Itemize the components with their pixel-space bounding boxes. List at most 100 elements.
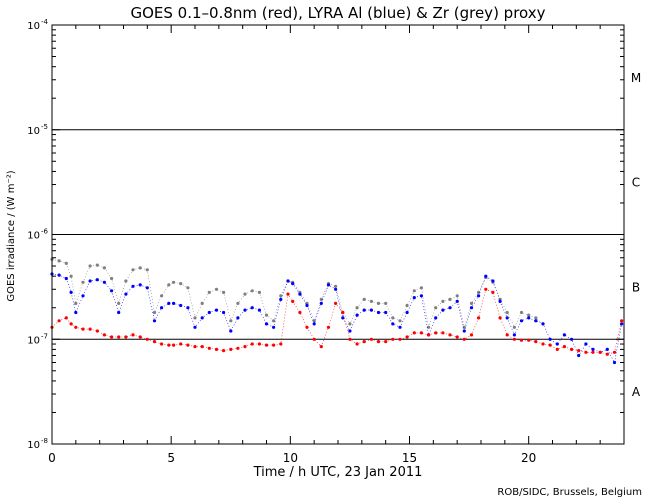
- point: [88, 279, 92, 283]
- flare-class-label: C: [632, 176, 640, 190]
- y-tick-label: 10: [27, 335, 40, 346]
- point: [512, 325, 517, 329]
- point: [95, 329, 99, 333]
- point: [455, 294, 459, 298]
- flare-class-label: B: [632, 280, 640, 294]
- point: [110, 335, 114, 339]
- point: [172, 280, 176, 284]
- point: [519, 319, 524, 323]
- point: [186, 343, 190, 347]
- point: [305, 303, 309, 308]
- point: [312, 322, 316, 326]
- point: [131, 284, 135, 288]
- point: [279, 342, 283, 346]
- point: [74, 310, 78, 315]
- point: [179, 303, 183, 308]
- point: [124, 335, 128, 339]
- point: [57, 259, 61, 263]
- point: [124, 279, 128, 283]
- point: [605, 352, 609, 356]
- y-tick-label: 10: [27, 231, 40, 242]
- point: [405, 335, 409, 339]
- point: [200, 301, 204, 305]
- point: [405, 303, 409, 308]
- point: [391, 316, 395, 320]
- point: [398, 337, 402, 341]
- y-tick-exponent: -8: [41, 437, 48, 445]
- point: [362, 297, 366, 301]
- y-tick-exponent: -4: [41, 18, 49, 26]
- point: [229, 347, 233, 351]
- point: [186, 286, 190, 290]
- point: [152, 310, 157, 315]
- point: [469, 301, 474, 305]
- point: [419, 286, 423, 290]
- x-tick-label: 20: [521, 451, 536, 465]
- point: [138, 335, 142, 339]
- point: [145, 286, 149, 290]
- point: [74, 301, 78, 305]
- point: [519, 310, 524, 315]
- point: [214, 287, 219, 291]
- point: [272, 343, 276, 347]
- point: [229, 329, 233, 333]
- point: [167, 283, 171, 287]
- y-tick-label: 10: [27, 126, 40, 137]
- point: [441, 331, 445, 335]
- y-axis-label: GOES irradiance / (W m⁻²): [6, 170, 17, 301]
- point: [214, 308, 219, 312]
- point: [236, 316, 240, 320]
- point: [138, 266, 142, 270]
- point: [519, 338, 524, 342]
- point: [305, 325, 309, 329]
- point: [620, 319, 624, 323]
- series-trace: [51, 288, 622, 355]
- point: [286, 279, 290, 283]
- point: [279, 297, 283, 301]
- point: [319, 301, 323, 305]
- point: [69, 322, 73, 326]
- point: [152, 340, 157, 344]
- point: [448, 297, 452, 301]
- point: [505, 310, 509, 315]
- point: [605, 347, 609, 351]
- credit-label: ROB/SIDC, Brussels, Belgium: [497, 487, 642, 498]
- point: [326, 283, 331, 287]
- chart-title: GOES 0.1–0.8nm (red), LYRA Al (blue) & Z…: [130, 4, 545, 22]
- point: [419, 294, 423, 298]
- point: [250, 289, 254, 293]
- point: [186, 306, 190, 310]
- point: [384, 310, 388, 315]
- point: [612, 360, 617, 365]
- point: [498, 316, 502, 320]
- flare-class-lines: [52, 129, 624, 340]
- x-tick-label: 5: [167, 451, 175, 465]
- point: [279, 294, 283, 298]
- x-tick-label: 10: [283, 451, 298, 465]
- point: [348, 329, 352, 333]
- point: [250, 342, 254, 346]
- point: [264, 322, 269, 326]
- point: [341, 316, 345, 320]
- point: [326, 325, 331, 329]
- point: [250, 306, 254, 310]
- point: [298, 292, 302, 296]
- point: [167, 343, 171, 347]
- point: [243, 308, 247, 312]
- point: [591, 347, 595, 351]
- x-tick-label: 15: [402, 451, 417, 465]
- point: [391, 337, 395, 341]
- point: [512, 337, 517, 341]
- series-2: [50, 287, 624, 356]
- point: [222, 349, 226, 353]
- point: [95, 278, 99, 282]
- point: [548, 337, 552, 341]
- point: [620, 322, 624, 326]
- point: [57, 273, 61, 277]
- point: [477, 316, 481, 320]
- point: [298, 310, 302, 315]
- point: [334, 284, 338, 288]
- x-tick-label: 0: [48, 451, 56, 465]
